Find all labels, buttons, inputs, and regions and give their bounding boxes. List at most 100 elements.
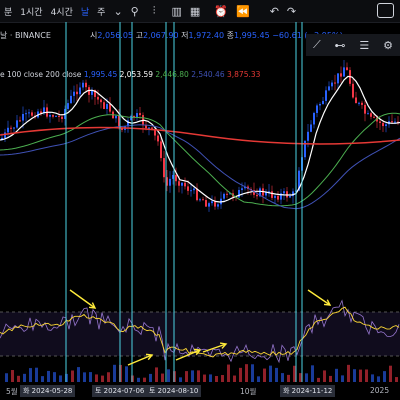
volume-bar xyxy=(263,368,266,382)
volume-bar xyxy=(77,367,80,382)
volume-bar xyxy=(143,377,146,382)
candle-body xyxy=(307,131,309,141)
candle-body xyxy=(211,201,213,204)
ma-white-line xyxy=(0,75,400,203)
indicators-icon[interactable]: ⫶ xyxy=(152,4,156,17)
candle-body xyxy=(4,132,6,138)
candle-body xyxy=(373,116,375,118)
volume-bar xyxy=(11,370,14,382)
candle-body xyxy=(73,91,75,96)
volume-bar xyxy=(233,375,236,382)
annotation-arrowhead xyxy=(323,299,332,306)
candle-body xyxy=(340,73,342,77)
candle-body xyxy=(103,102,105,109)
candles-icon[interactable]: ⚲ xyxy=(130,4,139,18)
annotation-arrows xyxy=(69,289,332,366)
date-marker-3: 토 2024-08-10 xyxy=(146,385,202,397)
fib-icon[interactable]: ☰ xyxy=(359,38,370,52)
symbol-label[interactable]: 날 · BINANCE xyxy=(0,31,51,40)
candle-body xyxy=(76,91,78,95)
candle-body xyxy=(310,124,312,132)
volume-bar xyxy=(377,376,380,382)
chevron-down-icon[interactable]: ⌄ xyxy=(113,4,123,18)
time-axis[interactable]: 5월 화 2024-05-28 토 2024-07-06 토 2024-08-1… xyxy=(0,382,400,400)
candle-body xyxy=(385,124,387,127)
horizontal-line-icon[interactable]: ⊷ xyxy=(334,38,346,52)
candle-body xyxy=(382,122,384,127)
candle-body xyxy=(328,86,330,91)
undo-icon[interactable]: ↶ xyxy=(269,4,279,18)
open-label: 시 xyxy=(90,31,98,40)
volume-bar xyxy=(245,364,248,382)
ma-legend: e 100 close 200 close 1,995.45 2,053.59 … xyxy=(0,70,260,79)
candle-body xyxy=(223,193,225,199)
candle-body xyxy=(67,103,69,109)
candle-body xyxy=(343,67,345,77)
volume-bar xyxy=(287,374,290,382)
candle-body xyxy=(226,193,228,195)
volume-bar xyxy=(239,367,242,382)
candle-body xyxy=(334,82,336,84)
candle-body xyxy=(82,82,84,88)
interval-day[interactable]: 날 xyxy=(80,7,90,18)
interval-4h[interactable]: 4시간 xyxy=(50,7,73,18)
trendline-icon[interactable]: ⟋ xyxy=(312,38,321,51)
redo-icon[interactable]: ↷ xyxy=(286,4,297,18)
close-value: 1,995.45 xyxy=(234,31,270,40)
candle-body xyxy=(202,199,204,201)
fullscreen-icon[interactable] xyxy=(377,3,394,18)
layout-icon[interactable]: ▦ xyxy=(189,4,201,18)
settings-icon[interactable]: ⚙ xyxy=(383,38,394,52)
volume-bar xyxy=(149,373,152,382)
candle-body xyxy=(325,90,327,101)
candle-body xyxy=(49,115,51,117)
ma-label[interactable]: e 100 close 200 close xyxy=(0,70,82,79)
candle-body xyxy=(31,112,33,116)
ma-value-5: 3,875.33 xyxy=(227,70,261,79)
candle-body xyxy=(97,96,99,100)
volume-bar xyxy=(155,367,158,382)
candle-body xyxy=(94,90,96,97)
candle-body xyxy=(238,189,240,198)
volume-bar xyxy=(275,367,278,382)
high-label: 고 xyxy=(135,31,143,40)
ma-blue-line xyxy=(0,124,400,210)
volume-bar xyxy=(335,368,338,382)
interval-minutes[interactable]: 분 xyxy=(4,7,13,18)
interval-1h[interactable]: 1시간 xyxy=(20,7,43,18)
candle-body xyxy=(160,141,162,159)
volume-bar xyxy=(107,372,110,382)
chart-type-icon[interactable]: ▥ xyxy=(171,4,182,18)
candle-body xyxy=(358,102,360,104)
volume-bar xyxy=(71,370,74,382)
volume-bar xyxy=(197,370,200,382)
top-toolbar: 분 1시간 4시간 날 주 ⌄ ⚲ ⫶ ▥ ▦ ⏰ ⏪ ↶ ↷ xyxy=(0,0,400,23)
volume-bar xyxy=(359,369,362,382)
candle-body xyxy=(370,113,372,117)
volume-bar xyxy=(89,372,92,382)
candle-body xyxy=(121,128,123,130)
candle-body xyxy=(283,191,285,194)
date-marker-1: 화 2024-05-28 xyxy=(20,385,76,397)
candle-body xyxy=(25,113,27,115)
volume-bar xyxy=(383,371,386,382)
annotation-arrow xyxy=(307,289,331,306)
price-chart[interactable] xyxy=(0,0,400,382)
volume-bar xyxy=(305,373,308,382)
volume-bar xyxy=(17,375,20,382)
replay-icon[interactable]: ⏪ xyxy=(235,4,250,18)
alert-icon[interactable]: ⏰ xyxy=(214,4,228,18)
ma-value-4: 2,540.46 xyxy=(191,70,225,79)
interval-week[interactable]: 주 xyxy=(97,7,106,18)
annotation-arrowhead xyxy=(88,302,97,309)
axis-label-oct: 10월 xyxy=(240,387,257,396)
moving-averages xyxy=(0,75,400,210)
candle-body xyxy=(133,115,135,118)
candle-body xyxy=(319,104,321,106)
annotation-arrowhead xyxy=(193,348,202,356)
volume-bar xyxy=(101,375,104,382)
candle-body xyxy=(289,196,291,198)
candle-body xyxy=(379,121,381,123)
volume-bar xyxy=(113,364,116,382)
candle-body xyxy=(193,188,195,191)
